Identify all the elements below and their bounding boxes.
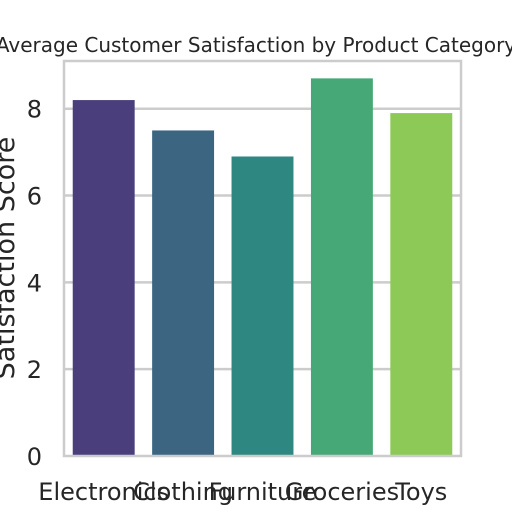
y-tick-label: 4 (27, 269, 42, 297)
x-tick-label: Groceries (285, 478, 399, 506)
x-tick-label: Furniture (209, 478, 317, 506)
bar-furniture (231, 156, 294, 456)
bar-electronics (72, 100, 135, 457)
y-axis-ticks: 0 2 4 6 8 (27, 96, 42, 471)
x-tick-label: Electronics (38, 478, 169, 506)
chart-title: Average Customer Satisfaction by Product… (0, 33, 512, 57)
plot-frame (62, 59, 463, 458)
y-tick-label: 8 (27, 96, 42, 124)
y-tick-label: 6 (27, 183, 42, 211)
bars (72, 78, 453, 457)
x-axis-ticks: ElectronicsClothingFurnitureGroceriesToy… (38, 478, 447, 506)
x-tick-label: Toys (394, 478, 447, 506)
bar-toys (390, 113, 453, 456)
y-tick-label: 0 (27, 443, 42, 471)
bar-clothing (152, 130, 215, 456)
bar-groceries (310, 78, 373, 456)
y-axis-label: Satisfaction Score (0, 137, 21, 380)
y-tick-label: 2 (27, 356, 42, 384)
x-tick-label: Clothing (133, 478, 233, 506)
